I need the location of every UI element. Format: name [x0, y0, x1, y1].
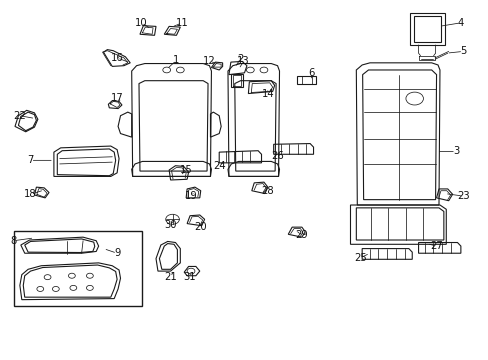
Text: 15: 15	[180, 165, 192, 175]
Text: 30: 30	[164, 220, 177, 230]
Text: 19: 19	[184, 191, 197, 201]
Text: 31: 31	[183, 272, 196, 282]
Text: 14: 14	[261, 89, 274, 99]
Text: 8: 8	[10, 236, 17, 246]
Text: 7: 7	[27, 156, 34, 165]
Text: 20: 20	[194, 222, 206, 232]
Text: 17: 17	[110, 93, 123, 103]
Text: 23: 23	[456, 191, 468, 201]
Text: 10: 10	[135, 18, 147, 28]
Text: 1: 1	[173, 55, 179, 65]
Text: 4: 4	[457, 18, 463, 28]
Text: 21: 21	[164, 272, 177, 282]
Text: 22: 22	[14, 111, 26, 121]
Text: 3: 3	[452, 147, 458, 157]
Text: 26: 26	[271, 151, 284, 161]
Text: 2: 2	[237, 54, 244, 64]
Text: 27: 27	[429, 241, 442, 251]
Text: 25: 25	[353, 253, 366, 263]
Text: 28: 28	[261, 186, 274, 197]
Text: 12: 12	[203, 57, 215, 66]
Text: 18: 18	[24, 189, 37, 199]
Text: 13: 13	[237, 57, 249, 66]
Text: 11: 11	[176, 18, 188, 28]
Text: 24: 24	[212, 161, 225, 171]
Bar	[14, 231, 142, 306]
Text: 16: 16	[110, 53, 123, 63]
Text: 5: 5	[459, 46, 466, 57]
Text: 9: 9	[114, 248, 120, 258]
Text: 29: 29	[295, 230, 307, 240]
Text: 6: 6	[308, 68, 314, 78]
